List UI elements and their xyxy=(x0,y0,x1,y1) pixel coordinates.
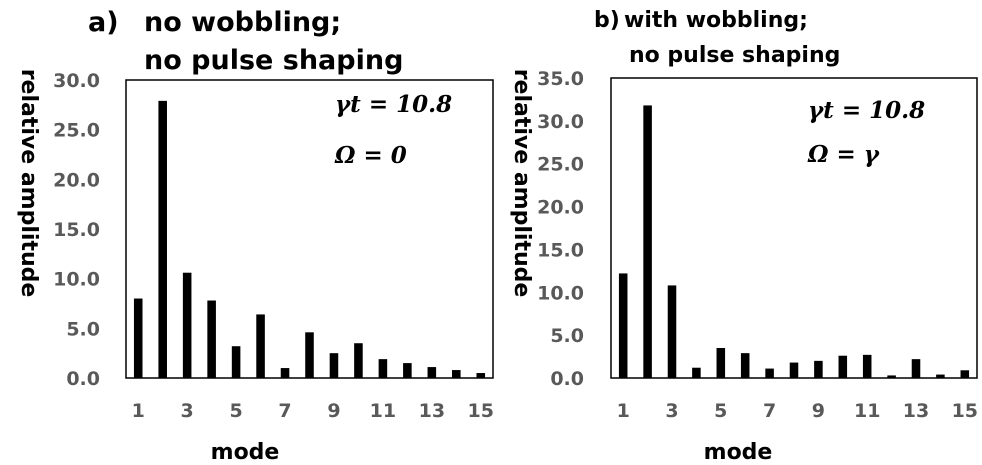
bar-a-mode-4 xyxy=(207,300,216,378)
x-tick-label-a: 5 xyxy=(229,400,242,422)
bar-b-mode-1 xyxy=(618,273,628,378)
y-tick-label-b: 10.0 xyxy=(537,282,584,304)
x-axis-title-a: mode xyxy=(211,440,280,465)
x-tick-label-a: 7 xyxy=(278,400,291,422)
panel-label-a: a) xyxy=(88,7,119,38)
bar-b-mode-5 xyxy=(716,348,726,378)
bar-b-mode-7 xyxy=(765,368,774,378)
chart-title-b-line1: with wobbling; xyxy=(624,8,808,33)
y-tick-label-b: 35.0 xyxy=(537,68,584,90)
bar-b-mode-11 xyxy=(862,354,872,378)
x-tick-label-a: 15 xyxy=(468,400,494,422)
bar-b-mode-15 xyxy=(960,370,970,378)
x-tick-label-a: 3 xyxy=(181,400,194,422)
bar-b-mode-4 xyxy=(692,367,701,378)
x-tick-label-a: 11 xyxy=(370,400,396,422)
annotation-gamma-t-b: γt = 10.8 xyxy=(808,97,925,124)
bar-b-mode-3 xyxy=(667,285,677,378)
bar-a-mode-1 xyxy=(133,298,143,378)
x-tick-label-a: 13 xyxy=(419,400,445,422)
y-tick-label-b: 15.0 xyxy=(537,239,584,261)
bar-a-mode-3 xyxy=(182,272,192,378)
bar-a-mode-11 xyxy=(378,359,388,378)
bar-b-mode-8 xyxy=(789,362,799,378)
y-tick-label-a: 30.0 xyxy=(53,70,100,92)
x-tick-label-b: 11 xyxy=(854,400,880,422)
bar-a-mode-13 xyxy=(427,367,437,378)
bar-a-mode-7 xyxy=(280,368,290,378)
y-tick-label-b: 30.0 xyxy=(537,111,584,133)
bar-a-mode-12 xyxy=(403,363,412,378)
bar-a-mode-5 xyxy=(231,346,241,378)
chart-title-a-line1: no wobbling; xyxy=(144,7,341,38)
y-tick-label-b: 5.0 xyxy=(550,325,584,347)
x-tick-label-b: 15 xyxy=(952,400,978,422)
y-tick-label-a: 15.0 xyxy=(53,219,100,241)
y-tick-label-b: 0.0 xyxy=(550,368,584,390)
x-tick-label-a: 1 xyxy=(132,400,145,422)
x-ticks-a: 1 3 5 7 9 11 13 15 xyxy=(132,400,494,422)
y-tick-label-a: 10.0 xyxy=(53,269,100,291)
x-tick-label-b: 5 xyxy=(714,400,727,422)
x-ticks-b: 1 3 5 7 9 11 13 15 xyxy=(617,400,978,422)
bar-a-mode-9 xyxy=(329,353,339,378)
x-tick-label-b: 9 xyxy=(812,400,825,422)
y-ticks-b: 0.0 5.0 10.0 15.0 20.0 25.0 30.0 35.0 xyxy=(537,68,584,390)
bar-a-mode-15 xyxy=(476,373,486,378)
panel-b: b) with wobbling; no pulse shaping relat… xyxy=(509,8,978,465)
bar-a-mode-14 xyxy=(452,370,461,378)
y-tick-label-a: 25.0 xyxy=(53,120,100,142)
y-tick-label-b: 20.0 xyxy=(537,197,584,219)
bar-a-mode-2 xyxy=(158,100,167,379)
y-ticks-a: 0.0 5.0 10.0 15.0 20.0 25.0 30.0 xyxy=(53,70,100,390)
bar-b-mode-10 xyxy=(838,355,848,378)
bars-a xyxy=(133,100,486,379)
bar-a-mode-8 xyxy=(305,332,314,378)
bar-b-mode-13 xyxy=(911,359,921,378)
x-axis-title-b: mode xyxy=(704,440,773,465)
y-axis-title-a: relative amplitude xyxy=(16,69,41,298)
annotation-gamma-t-a: γt = 10.8 xyxy=(335,91,452,118)
annotation-omega-b: Ω = γ xyxy=(807,141,881,168)
bar-a-mode-6 xyxy=(256,314,265,378)
chart-title-a-line2: no pulse shaping xyxy=(144,45,403,76)
bar-b-mode-9 xyxy=(814,360,823,378)
x-tick-label-b: 1 xyxy=(617,400,630,422)
y-tick-label-a: 5.0 xyxy=(66,318,100,340)
y-tick-label-b: 25.0 xyxy=(537,154,584,176)
bar-b-mode-12 xyxy=(887,375,896,378)
x-tick-label-b: 13 xyxy=(903,400,929,422)
bars-b xyxy=(618,105,970,379)
bar-b-mode-14 xyxy=(936,374,945,378)
annotation-omega-a: Ω = 0 xyxy=(334,142,407,169)
x-tick-label-b: 7 xyxy=(763,400,776,422)
panel-a: a) no wobbling; no pulse shaping relativ… xyxy=(16,7,494,465)
y-axis-title-b: relative amplitude xyxy=(509,69,534,298)
x-tick-label-b: 3 xyxy=(665,400,678,422)
panel-label-b: b) xyxy=(594,8,620,33)
y-tick-label-a: 0.0 xyxy=(66,368,100,390)
bar-a-mode-10 xyxy=(354,343,363,378)
bar-b-mode-6 xyxy=(740,353,750,378)
y-tick-label-a: 20.0 xyxy=(53,169,100,191)
bar-b-mode-2 xyxy=(643,105,652,379)
chart-title-b-line2: no pulse shaping xyxy=(629,43,840,68)
x-tick-label-a: 9 xyxy=(327,400,340,422)
